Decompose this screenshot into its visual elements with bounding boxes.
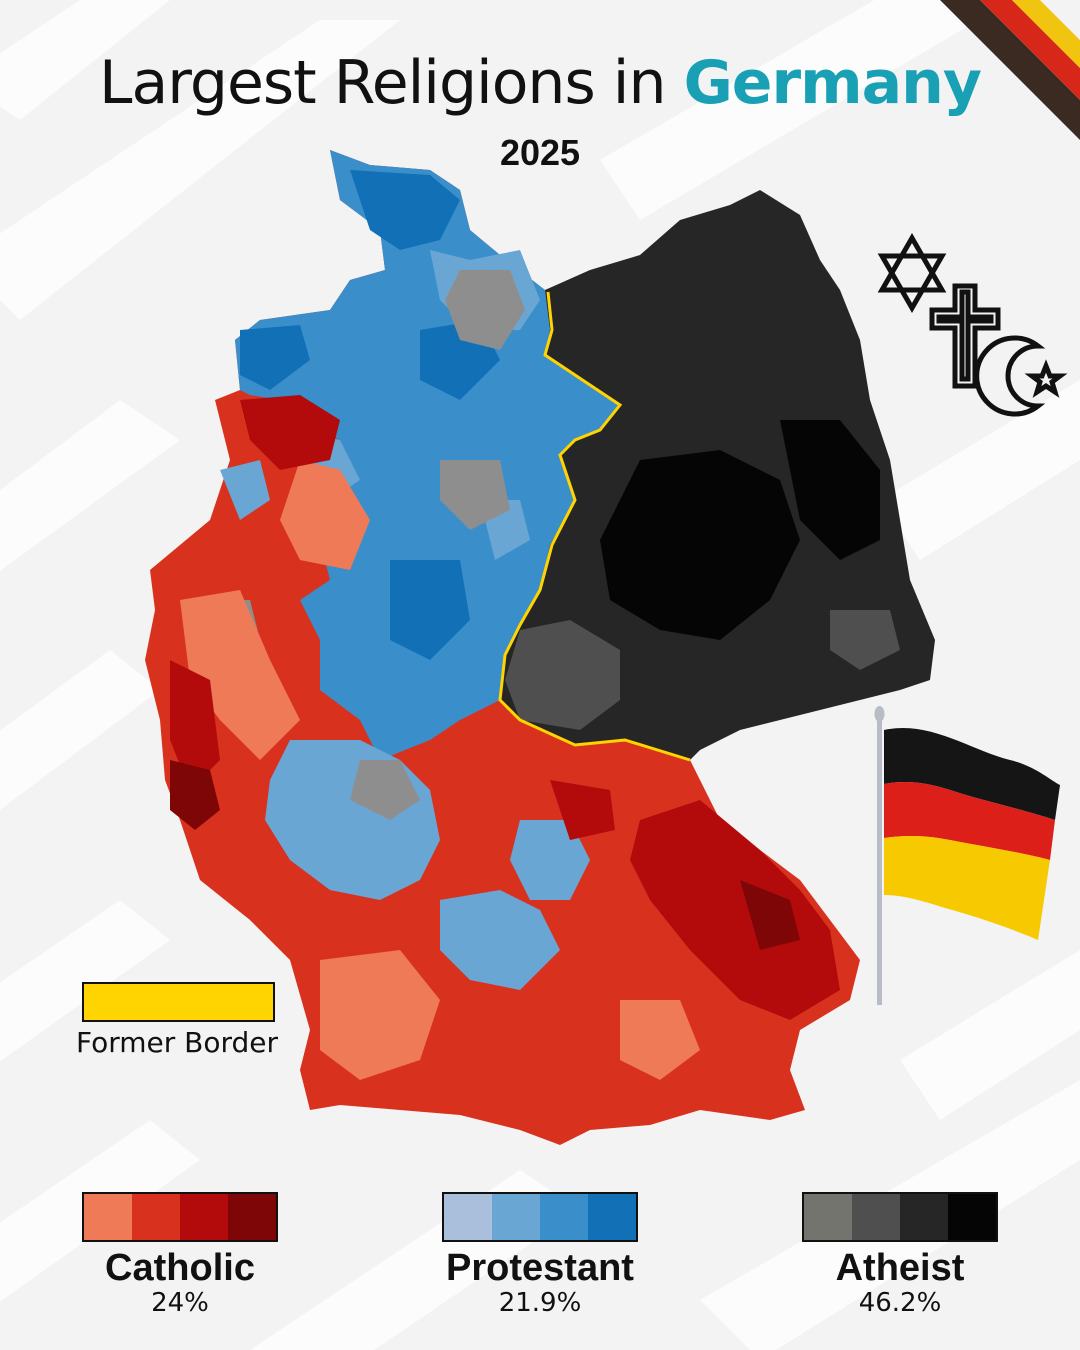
star-of-david-icon [877, 232, 947, 314]
protestant-swatch-4 [588, 1194, 636, 1240]
map-region-central-grey [205, 600, 420, 820]
map-region-east-black [600, 420, 880, 640]
crescent-star-icon [974, 335, 1068, 417]
former-border-line [498, 291, 691, 762]
german-flag-icon [874, 706, 1060, 1005]
protestant-label: Protestant [446, 1247, 634, 1289]
page-title: Largest Religions in Germany [0, 48, 1080, 118]
catholic-swatch-2 [132, 1194, 180, 1240]
map-region-catholic-light [180, 460, 700, 1080]
atheist-color-scale [802, 1192, 998, 1242]
map-region-central-mixed [265, 740, 590, 990]
catholic-label: Catholic [105, 1247, 255, 1289]
catholic-percent: 24% [151, 1288, 209, 1318]
legend-atheist: Atheist 46.2% [760, 1192, 1040, 1318]
title-prefix: Largest Religions in [99, 48, 684, 118]
legend-catholic: Catholic 24% [40, 1192, 320, 1318]
atheist-swatch-1 [804, 1194, 852, 1240]
catholic-color-scale [82, 1192, 278, 1242]
protestant-percent: 21.9% [498, 1288, 582, 1318]
atheist-percent: 46.2% [858, 1288, 942, 1318]
atheist-swatch-2 [852, 1194, 900, 1240]
page-subtitle: 2025 [499, 132, 581, 173]
catholic-swatch-3 [180, 1194, 228, 1240]
former-border-key: Former Border [76, 982, 291, 1059]
catholic-swatch-1 [84, 1194, 132, 1240]
map-region-catholic-dark [170, 395, 840, 1020]
protestant-color-scale [442, 1192, 638, 1242]
map-region-east-grey [505, 610, 900, 730]
atheist-swatch-4 [948, 1194, 996, 1240]
protestant-swatch-3 [540, 1194, 588, 1240]
former-border-swatch [82, 982, 275, 1022]
protestant-swatch-1 [444, 1194, 492, 1240]
corner-flag-stripes [940, 0, 1080, 140]
catholic-swatch-4 [228, 1194, 276, 1240]
atheist-swatch-3 [900, 1194, 948, 1240]
map-region-protestant-grey [440, 270, 525, 530]
christian-cross-icon [929, 283, 1001, 389]
legend-protestant: Protestant 21.9% [400, 1192, 680, 1318]
former-border-label: Former Border [76, 1026, 279, 1059]
atheist-label: Atheist [835, 1247, 965, 1289]
title-highlight: Germany [683, 48, 982, 118]
protestant-swatch-2 [492, 1194, 540, 1240]
religion-icons [877, 232, 1068, 417]
